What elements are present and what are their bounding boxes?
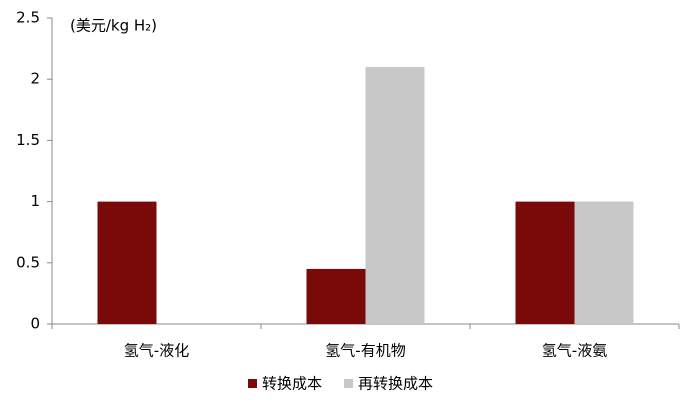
x-tick-label: 氢气-液化 (124, 342, 189, 360)
bar (306, 268, 366, 324)
bar (515, 201, 575, 324)
x-tick-label: 氢气-有机物 (325, 342, 405, 360)
y-tick-label: 2 (30, 70, 40, 88)
x-tick-label: 氢气-液氨 (542, 342, 607, 360)
y-tick-label: 1 (30, 192, 40, 210)
bar (97, 201, 157, 324)
y-tick-label: 2.5 (16, 9, 40, 27)
bar (574, 201, 634, 324)
legend-label: 再转换成本 (358, 375, 433, 393)
bar (365, 66, 425, 325)
legend-swatch (248, 379, 257, 388)
y-axis-label: (美元/kg H₂) (70, 17, 157, 35)
y-tick-label: 0 (30, 315, 40, 333)
legend-swatch (344, 379, 354, 388)
legend-label: 转换成本 (262, 375, 322, 393)
y-tick-label: 1.5 (16, 131, 40, 149)
y-tick-label: 0.5 (16, 253, 40, 271)
